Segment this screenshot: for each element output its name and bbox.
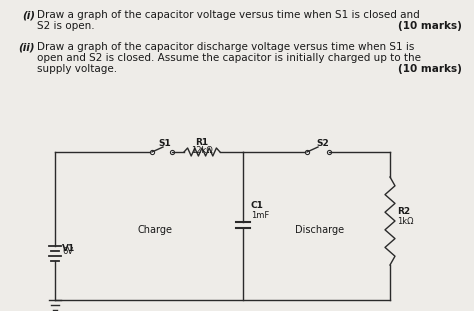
Text: 12kΩ: 12kΩ (191, 146, 213, 155)
Text: 1mF: 1mF (251, 211, 269, 220)
Text: supply voltage.: supply voltage. (37, 64, 117, 74)
Text: 6V: 6V (62, 247, 73, 256)
Text: Draw a graph of the capacitor voltage versus time when S1 is closed and: Draw a graph of the capacitor voltage ve… (37, 10, 420, 20)
Text: (ii): (ii) (18, 42, 35, 52)
Text: open and S2 is closed. Assume the capacitor is initially charged up to the: open and S2 is closed. Assume the capaci… (37, 53, 421, 63)
Text: C1: C1 (251, 202, 264, 211)
Text: Discharge: Discharge (295, 225, 345, 235)
Text: R2: R2 (397, 207, 410, 216)
Text: V1: V1 (62, 244, 75, 253)
Text: (10 marks): (10 marks) (398, 21, 462, 31)
Text: R1: R1 (195, 138, 209, 147)
Text: 1kΩ: 1kΩ (397, 216, 413, 225)
Text: Draw a graph of the capacitor discharge voltage versus time when S1 is: Draw a graph of the capacitor discharge … (37, 42, 414, 52)
Text: Charge: Charge (137, 225, 173, 235)
Text: (10 marks): (10 marks) (398, 64, 462, 74)
Text: S1: S1 (159, 139, 172, 148)
Text: S2 is open.: S2 is open. (37, 21, 95, 31)
Text: (i): (i) (22, 10, 35, 20)
Text: S2: S2 (317, 139, 329, 148)
